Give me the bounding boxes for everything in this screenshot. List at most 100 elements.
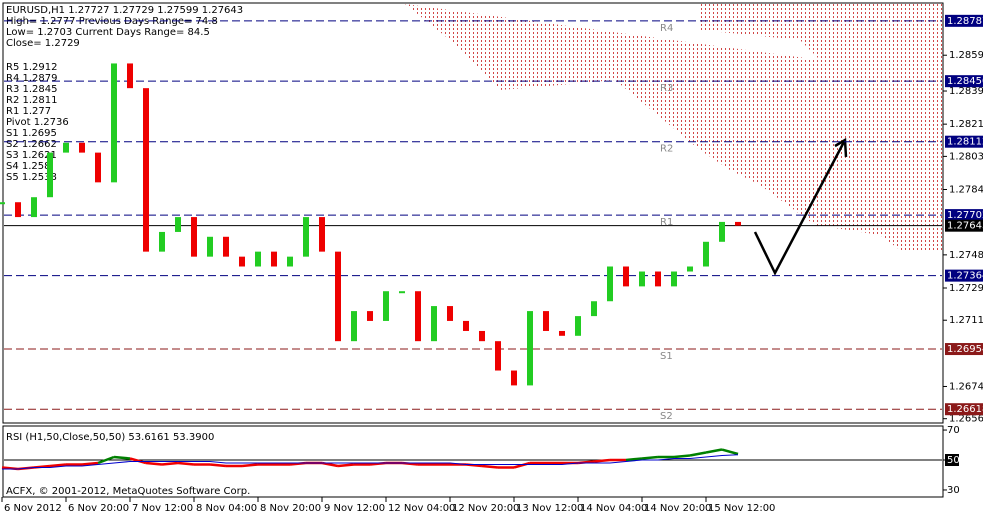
- x-tick-label: 6 Nov 20:00: [68, 503, 129, 514]
- pivot-entry: S5 1.2538: [6, 172, 57, 183]
- rsi-tick-box: [945, 454, 959, 467]
- rsi-segment: [689, 451, 707, 457]
- rsi-segment: [705, 448, 723, 454]
- level-name: R3: [660, 83, 673, 94]
- candle: [463, 320, 469, 331]
- symbol-header: EURUSD,H1 1.27727 1.27729 1.27599 1.2764…: [6, 5, 243, 16]
- candle: [127, 63, 133, 89]
- candle: [319, 217, 325, 252]
- rsi-segment: [49, 463, 67, 468]
- candle: [63, 142, 69, 153]
- x-tick-label: 12 Nov 04:00: [388, 503, 455, 514]
- pivot-entry: R5 1.2912: [6, 62, 57, 73]
- candle: [351, 311, 357, 342]
- candle: [367, 311, 373, 321]
- level-box: [945, 75, 983, 88]
- candle: [175, 217, 181, 232]
- header-info: High= 1.2777 Previous Days Range= 74.8: [6, 16, 218, 27]
- level-label: 1.27702: [947, 210, 983, 221]
- candle: [671, 271, 677, 287]
- candle: [335, 251, 341, 342]
- candle: [383, 291, 389, 321]
- rsi-segment: [641, 455, 659, 460]
- pivot-entry: S4 1.258: [6, 161, 51, 172]
- candle: [255, 251, 261, 267]
- candle: [143, 88, 149, 252]
- rsi-segment: [209, 463, 227, 468]
- rsi-segment: [113, 455, 131, 460]
- candle: [623, 266, 629, 287]
- level-name: S2: [660, 411, 673, 422]
- level-box: [945, 269, 983, 282]
- rsi-signal-line: [2, 454, 739, 470]
- candle: [639, 271, 645, 287]
- candle: [719, 221, 725, 242]
- level-label: 1.27364: [947, 271, 983, 282]
- x-tick-label: 12 Nov 20:00: [452, 503, 519, 514]
- level-label: 1.28450: [947, 76, 983, 87]
- y-tick-label: 1.27845: [949, 185, 983, 196]
- candle: [607, 266, 613, 302]
- y-tick-label: 1.28395: [949, 86, 983, 97]
- candle: [575, 316, 581, 336]
- candle: [271, 251, 277, 267]
- candle: [31, 197, 37, 218]
- candle: [47, 152, 53, 198]
- x-tick-label: 14 Nov 04:00: [580, 503, 647, 514]
- candle: [159, 231, 165, 252]
- candle: [287, 256, 293, 267]
- pivot-entry: S1 1.2695: [6, 128, 57, 139]
- pivot-entry: S3 1.2621: [6, 150, 57, 161]
- y-tick-label: 1.27115: [949, 315, 983, 326]
- rsi-tick-label: 50: [947, 455, 960, 466]
- candle: [447, 306, 453, 321]
- rsi-segment: [177, 461, 195, 466]
- candle: [399, 291, 405, 294]
- rsi-title: RSI (H1,50,Close,50,50) 53.6161 53.3900: [6, 432, 214, 443]
- x-tick-label: 6 Nov 2012: [4, 503, 62, 514]
- pivot-entry: R4 1.2879: [6, 73, 57, 84]
- candle: [415, 291, 421, 342]
- x-tick-label: 8 Nov 04:00: [196, 503, 257, 514]
- level-label: 1.26618: [947, 404, 983, 415]
- level-name: R4: [660, 23, 673, 34]
- level-name: S1: [660, 351, 673, 362]
- candle: [687, 266, 693, 272]
- candle: [79, 142, 85, 153]
- candle: [591, 301, 597, 317]
- level-box: [945, 209, 983, 222]
- rsi-segment: [97, 455, 115, 465]
- level-box: [945, 219, 983, 232]
- rsi-tick-label: 30: [947, 485, 960, 496]
- y-tick-label: 1.26565: [949, 414, 983, 425]
- candle: [431, 306, 437, 342]
- candle: [223, 236, 229, 257]
- x-tick-label: 14 Nov 20:00: [644, 503, 711, 514]
- header-info: Low= 1.2703 Current Days Range= 84.5: [6, 27, 210, 38]
- rsi-tick-label: 70: [947, 425, 960, 436]
- rsi-segment: [241, 463, 259, 468]
- level-label: 1.28112: [947, 137, 983, 148]
- candle: [559, 330, 565, 336]
- x-tick-label: 7 Nov 12:00: [132, 503, 193, 514]
- forecast-arrow: [753, 137, 848, 276]
- rsi-segment: [81, 461, 99, 466]
- candle: [495, 341, 501, 371]
- rsi-segment: [337, 463, 355, 468]
- candle: [543, 311, 549, 331]
- x-tick-label: 13 Nov 12:00: [516, 503, 583, 514]
- candle: [303, 217, 309, 257]
- pivot-entry: R1 1.277: [6, 106, 51, 117]
- pivot-entry: R3 1.2845: [6, 84, 57, 95]
- level-name: R2: [660, 144, 673, 155]
- rsi-segment: [673, 454, 691, 459]
- level-label: 1.28787: [947, 16, 983, 27]
- candle: [15, 202, 21, 218]
- rsi-segment: [513, 461, 531, 469]
- pivot-entry: Pivot 1.2736: [6, 117, 69, 128]
- level-box: [945, 135, 983, 148]
- header-info: Close= 1.2729: [6, 38, 80, 49]
- y-tick-label: 1.27295: [949, 283, 983, 294]
